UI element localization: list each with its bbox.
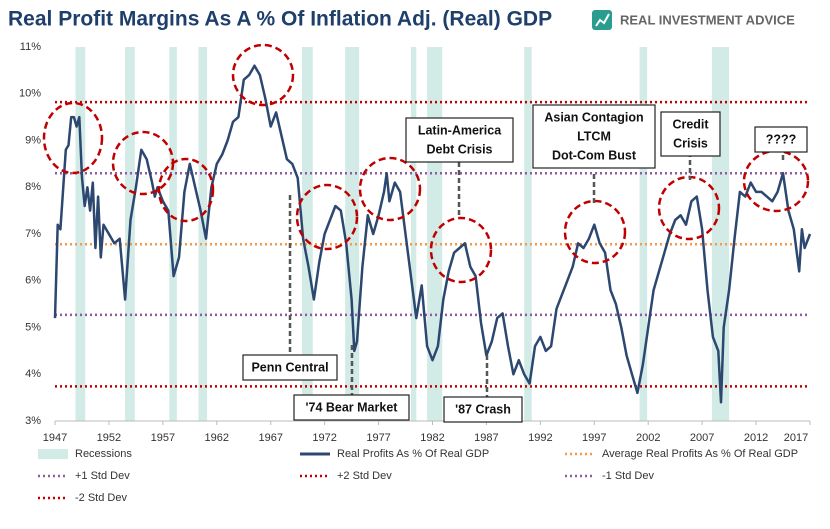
- highlight-circle: [157, 157, 215, 223]
- logo-text: REAL INVESTMENT ADVICE: [620, 12, 795, 27]
- annotation-text: Debt Crisis: [427, 142, 493, 156]
- y-tick-label: 5%: [25, 321, 41, 333]
- data-line: [53, 64, 812, 404]
- x-tick-label: 1987: [474, 432, 498, 444]
- x-tick-label: 2007: [690, 432, 714, 444]
- x-tick-label: 1957: [151, 432, 175, 444]
- x-tick-label: 1952: [97, 432, 121, 444]
- legend-label: +1 Std Dev: [75, 470, 130, 482]
- recession-band: [75, 47, 86, 421]
- y-tick-label: 3%: [25, 415, 41, 427]
- x-tick-label: 1997: [582, 432, 606, 444]
- x-tick-label: 1982: [420, 432, 444, 444]
- annotation-box: [532, 104, 656, 169]
- annotation-box: [405, 117, 514, 163]
- highlight-circle: [42, 101, 104, 175]
- recession-band: [639, 47, 648, 421]
- annotation-box: [293, 394, 410, 421]
- legend-label: -1 Std Dev: [602, 470, 654, 482]
- x-tick-label: 2012: [744, 432, 768, 444]
- recession-band: [524, 47, 532, 421]
- legend-swatch: [38, 449, 68, 459]
- legend: Recessions Real Profits As % Of Real GDP A…: [38, 448, 798, 504]
- legend-label: -2 Std Dev: [75, 492, 127, 504]
- annotation-text: '87 Crash: [455, 402, 511, 416]
- annotation-text: Latin-America: [418, 123, 502, 137]
- y-tick-label: 7%: [25, 228, 41, 240]
- x-tick-label: 1967: [258, 432, 282, 444]
- recession-band: [301, 47, 313, 421]
- annotation-text: Credit: [672, 117, 709, 131]
- x-tick-label: 1962: [205, 432, 229, 444]
- annotation-text: Penn Central: [251, 360, 328, 374]
- x-tick-label: 2002: [636, 432, 660, 444]
- logo-arrow: [595, 13, 610, 27]
- y-tick-label: 8%: [25, 181, 41, 193]
- annotation-text: LTCM: [577, 129, 611, 143]
- annotation-text: Dot-Com Bust: [552, 148, 637, 162]
- annotation-box: [660, 111, 721, 157]
- highlight-circle: [358, 156, 422, 222]
- chart-title: Real Profit Margins As A % Of Inflation …: [8, 8, 552, 31]
- annotation-box: [443, 396, 523, 423]
- x-tick-label: 1972: [312, 432, 336, 444]
- x-tick-label: 2017: [784, 432, 808, 444]
- annotation-text: Crisis: [673, 136, 708, 150]
- annotation-box: [242, 354, 338, 381]
- logo: REAL INVESTMENT ADVICE: [592, 10, 795, 30]
- y-tick-label: 9%: [25, 134, 41, 146]
- recession-band: [198, 47, 208, 421]
- recession-band: [169, 47, 177, 421]
- y-tick-label: 6%: [25, 275, 41, 287]
- y-tick-label: 4%: [25, 368, 41, 380]
- y-tick-label: 11%: [20, 41, 41, 53]
- recession-band: [410, 47, 417, 421]
- annotation-text: '74 Bear Market: [306, 400, 399, 414]
- legend-label: Real Profits As % Of Real GDP: [337, 448, 489, 460]
- y-tick-label: 10%: [19, 88, 41, 100]
- highlight-circle: [295, 183, 359, 251]
- annotations: Penn Central '74 Bear Market Latin-America…: [242, 104, 808, 423]
- annotation-text: Asian Contagion: [544, 110, 643, 124]
- legend-label: Recessions: [75, 448, 132, 460]
- highlight-circle: [429, 216, 493, 284]
- plot-area: 3% 4% 5% 6% 7% 8% 9% 10% 11% 1947 1952 1957 1962 1967…: [19, 41, 812, 444]
- x-tick-label: 1947: [43, 432, 67, 444]
- legend-label: +2 Std Dev: [337, 470, 392, 482]
- logo-icon: [592, 10, 612, 30]
- x-tick-label: 1977: [366, 432, 390, 444]
- annotation-text: ????: [766, 132, 797, 146]
- annotation-box: [754, 126, 808, 153]
- highlight-circle: [231, 43, 295, 107]
- x-tick-label: 1992: [528, 432, 552, 444]
- legend-label: Average Real Profits As % Of Real GDP: [602, 448, 798, 460]
